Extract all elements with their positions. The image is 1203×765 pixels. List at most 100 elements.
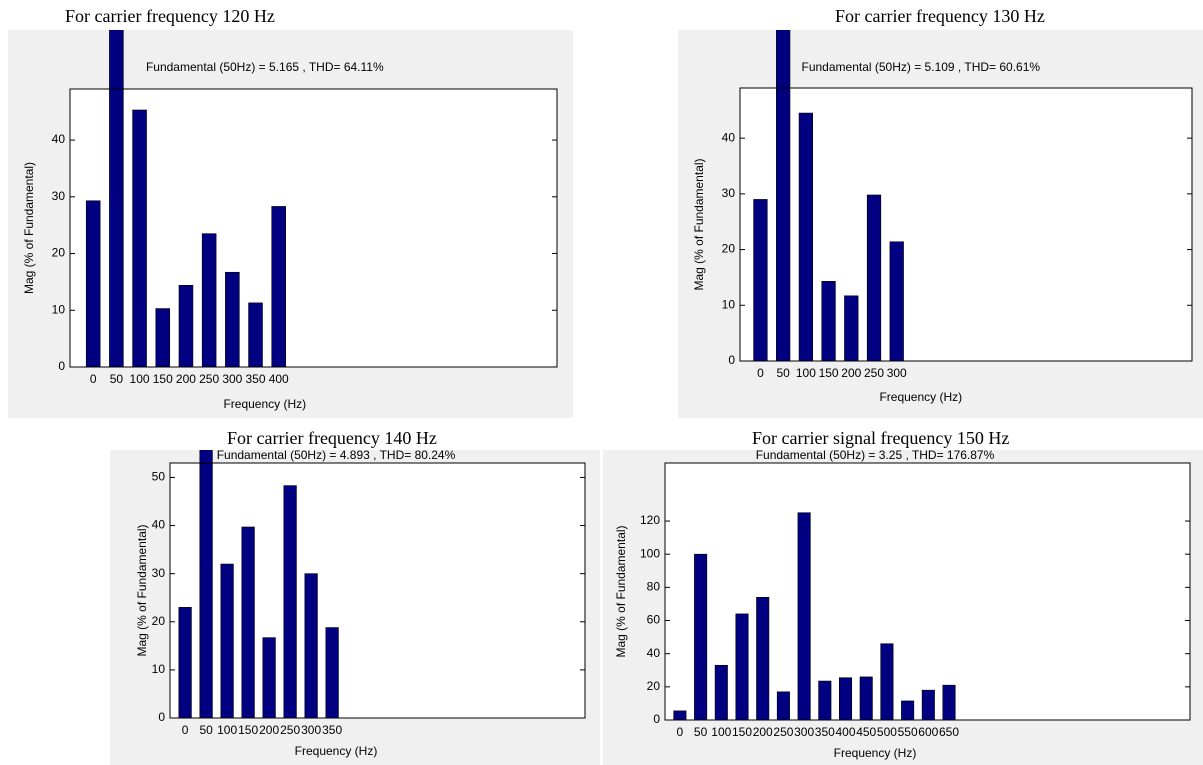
y-tick-label: 100 bbox=[640, 546, 660, 560]
x-tick-label: 100 bbox=[711, 725, 731, 739]
bar bbox=[178, 607, 192, 719]
x-tick-label: 100 bbox=[217, 723, 237, 737]
y-tick-label: 20 bbox=[52, 246, 66, 260]
caption: For carrier signal frequency 150 Hz bbox=[752, 428, 1009, 448]
x-tick-label: 300 bbox=[222, 372, 242, 386]
x-tick-label: 300 bbox=[794, 725, 814, 739]
y-tick-label: 20 bbox=[722, 242, 736, 256]
y-axis-label: Mag (% of Fundamental) bbox=[692, 158, 706, 290]
x-tick-label: 0 bbox=[182, 723, 189, 737]
bar bbox=[85, 200, 101, 368]
chart-title: Fundamental (50Hz) = 4.893 , THD= 80.24% bbox=[217, 448, 456, 462]
y-tick-label: 20 bbox=[152, 614, 166, 628]
bar bbox=[798, 112, 813, 362]
bar bbox=[673, 710, 687, 721]
x-axis-label: Frequency (Hz) bbox=[295, 744, 378, 758]
bar bbox=[155, 308, 171, 368]
x-tick-label: 150 bbox=[819, 366, 839, 380]
y-tick-label: 40 bbox=[152, 518, 166, 532]
caption: For carrier frequency 130 Hz bbox=[835, 6, 1045, 26]
bar bbox=[241, 526, 255, 719]
bar bbox=[225, 271, 240, 368]
x-tick-label: 250 bbox=[864, 366, 884, 380]
caption: For carrier frequency 120 Hz bbox=[65, 6, 275, 26]
y-tick-label: 50 bbox=[152, 470, 166, 484]
bar bbox=[304, 573, 318, 719]
bar bbox=[109, 30, 124, 368]
bar bbox=[797, 512, 811, 721]
bar bbox=[821, 281, 836, 362]
x-tick-label: 200 bbox=[259, 723, 279, 737]
x-tick-label: 250 bbox=[280, 723, 300, 737]
y-tick-label: 10 bbox=[722, 297, 736, 311]
bar bbox=[756, 597, 770, 721]
bar bbox=[220, 563, 234, 719]
x-axis-label: Frequency (Hz) bbox=[879, 390, 962, 404]
y-tick-label: 0 bbox=[158, 710, 165, 724]
chart-title: Fundamental (50Hz) = 5.165 , THD= 64.11% bbox=[146, 60, 384, 74]
bar bbox=[889, 241, 904, 362]
x-tick-label: 0 bbox=[677, 725, 684, 739]
y-tick-label: 10 bbox=[52, 302, 66, 316]
y-axis-label: Mag (% of Fundamental) bbox=[135, 524, 149, 656]
y-tick-label: 120 bbox=[640, 513, 660, 527]
bar bbox=[921, 689, 935, 721]
bar bbox=[818, 680, 832, 721]
axes-background bbox=[665, 463, 1190, 720]
y-tick-label: 0 bbox=[58, 359, 65, 373]
x-tick-label: 350 bbox=[815, 725, 835, 739]
bar bbox=[132, 109, 147, 368]
bar bbox=[776, 691, 790, 721]
axes-box bbox=[169, 462, 586, 719]
x-tick-label: 100 bbox=[796, 366, 816, 380]
x-tick-label: 150 bbox=[732, 725, 752, 739]
x-tick-label: 300 bbox=[301, 723, 321, 737]
x-tick-label: 50 bbox=[199, 723, 213, 737]
y-tick-label: 30 bbox=[52, 189, 66, 203]
bar bbox=[325, 627, 339, 719]
bar bbox=[735, 613, 749, 721]
x-tick-label: 350 bbox=[246, 372, 266, 386]
y-tick-label: 30 bbox=[152, 566, 166, 580]
x-tick-label: 500 bbox=[877, 725, 897, 739]
chart-title: Fundamental (50Hz) = 3.25 , THD= 176.87% bbox=[756, 448, 995, 462]
axes-background bbox=[70, 89, 557, 367]
x-tick-label: 0 bbox=[90, 372, 97, 386]
y-tick-label: 40 bbox=[52, 132, 66, 146]
y-tick-label: 60 bbox=[647, 613, 661, 627]
y-axis-label: Mag (% of Fundamental) bbox=[22, 162, 36, 294]
x-tick-label: 50 bbox=[110, 372, 124, 386]
x-tick-label: 150 bbox=[238, 723, 258, 737]
bar bbox=[714, 664, 728, 721]
x-tick-label: 600 bbox=[918, 725, 938, 739]
x-tick-label: 0 bbox=[757, 366, 764, 380]
axes-box bbox=[69, 88, 558, 368]
bar bbox=[866, 194, 882, 362]
bar bbox=[248, 302, 263, 368]
x-tick-label: 650 bbox=[939, 725, 959, 739]
x-tick-label: 400 bbox=[269, 372, 289, 386]
y-tick-label: 40 bbox=[647, 646, 661, 660]
y-tick-label: 80 bbox=[647, 580, 661, 594]
y-tick-label: 20 bbox=[647, 679, 661, 693]
axes-box bbox=[739, 87, 1193, 362]
x-tick-label: 200 bbox=[841, 366, 861, 380]
x-tick-label: 50 bbox=[694, 725, 708, 739]
bar bbox=[776, 30, 791, 362]
y-tick-label: 30 bbox=[722, 186, 736, 200]
bar bbox=[271, 206, 286, 368]
axes-box bbox=[664, 462, 1191, 721]
x-tick-label: 450 bbox=[856, 725, 876, 739]
bar bbox=[262, 637, 276, 719]
caption: For carrier frequency 140 Hz bbox=[227, 428, 437, 448]
bar bbox=[859, 676, 873, 721]
x-tick-label: 200 bbox=[176, 372, 196, 386]
bar bbox=[839, 677, 853, 721]
bar bbox=[753, 199, 768, 362]
x-axis-label: Frequency (Hz) bbox=[223, 397, 306, 411]
chart-title: Fundamental (50Hz) = 5.109 , THD= 60.61% bbox=[802, 60, 1041, 74]
bar bbox=[942, 684, 956, 721]
y-axis-label: Mag (% of Fundamental) bbox=[614, 525, 628, 657]
